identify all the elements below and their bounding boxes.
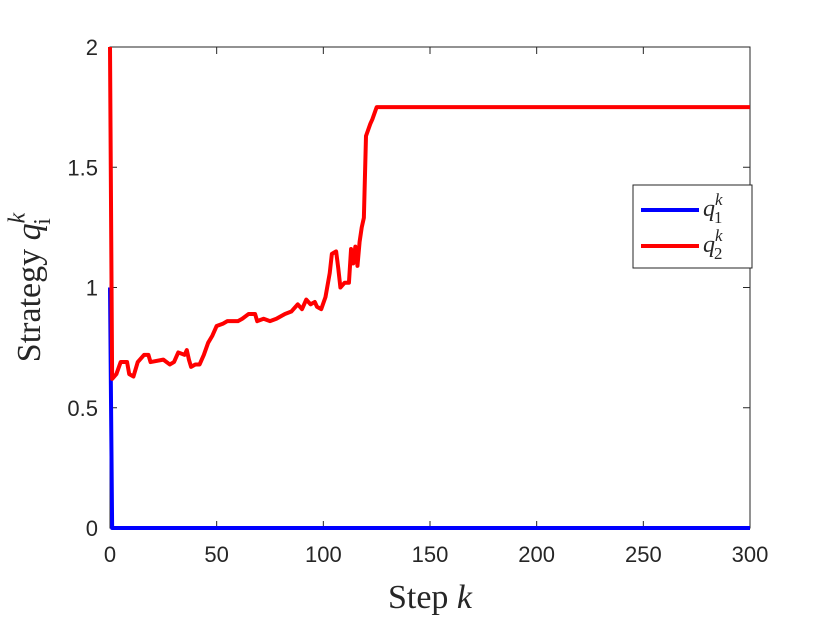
y-axis-label-sup: k [5, 212, 31, 223]
x-tick-label: 300 [732, 542, 769, 567]
legend-label-sup: k [715, 190, 723, 209]
y-axis-label-text: Strategy [11, 240, 48, 362]
x-tick-label: 0 [104, 542, 116, 567]
legend-label-var: q [703, 232, 715, 258]
x-tick-label: 100 [305, 542, 342, 567]
y-axis-label: Strategy qki [5, 212, 57, 362]
legend-label-sup: k [715, 226, 723, 245]
x-axis-label-var: k [457, 579, 473, 616]
legend [632, 184, 753, 269]
y-axis-label-sub: i [30, 218, 56, 225]
x-tick-label: 250 [625, 542, 662, 567]
y-tick-label: 0 [86, 516, 98, 541]
x-axis-label-text: Step [388, 579, 457, 616]
x-axis-label: Step k [388, 579, 473, 616]
legend-label-var: q [703, 196, 715, 222]
x-tick-label: 50 [204, 542, 228, 567]
x-tick-label: 150 [412, 542, 449, 567]
x-tick-label: 200 [518, 542, 555, 567]
legend-label-sub: 1 [714, 208, 722, 227]
y-tick-label: 0.5 [67, 396, 98, 421]
legend-label: qk 2 [703, 226, 723, 263]
y-tick-label: 1.5 [67, 155, 98, 180]
y-axis-label-var: q [11, 223, 48, 240]
y-tick-label: 1 [86, 276, 98, 301]
series-line [108, 46, 750, 381]
plot-area [109, 46, 751, 529]
y-tick-label: 2 [86, 35, 98, 60]
legend-label: qk 1 [703, 190, 723, 227]
legend-label-sub: 2 [714, 244, 722, 263]
